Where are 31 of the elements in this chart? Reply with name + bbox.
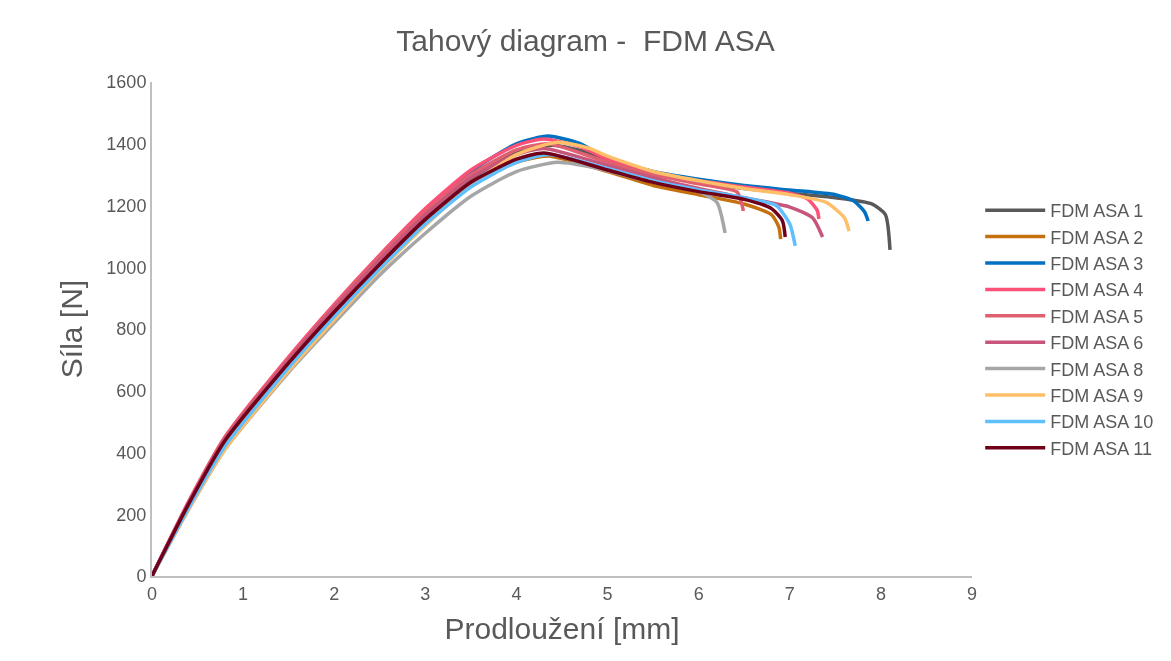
y-tick-label: 400 [116,442,147,463]
legend-label: FDM ASA 8 [1050,359,1144,380]
y-tick-label: 200 [116,504,147,525]
y-tick-label: 600 [116,381,147,402]
legend-label: FDM ASA 4 [1050,280,1144,301]
y-tick-label: 1200 [106,195,147,216]
y-tick-label: 1600 [106,72,147,93]
x-tick-label: 5 [602,583,613,604]
y-axis-title: Síla [N] [54,279,88,379]
x-tick-label: 4 [511,583,522,604]
x-tick-label: 2 [329,583,340,604]
legend-label: FDM ASA 3 [1050,254,1144,275]
legend-label: FDM ASA 5 [1050,306,1144,327]
y-tick-label: 1400 [106,134,147,155]
y-tick-label: 0 [136,566,147,587]
x-tick-label: 9 [966,583,978,604]
legend-label: FDM ASA 2 [1050,227,1144,248]
x-tick-label: 6 [693,583,704,604]
x-axis-title: Prodloužení [mm] [444,611,680,645]
x-tick-label: 7 [784,583,795,604]
legend-label: FDM ASA 10 [1050,412,1154,433]
x-tick-label: 3 [420,583,431,604]
y-tick-label: 1000 [106,257,147,278]
x-tick-label: 8 [875,583,886,604]
chart-title: Tahový diagram - FDM ASA [396,23,775,57]
legend-label: FDM ASA 11 [1050,438,1152,459]
y-tick-label: 800 [116,319,147,340]
x-tick-label: 1 [238,583,249,604]
legend-label: FDM ASA 6 [1050,333,1144,354]
legend-label: FDM ASA 1 [1050,201,1144,222]
legend-label: FDM ASA 9 [1050,386,1144,407]
